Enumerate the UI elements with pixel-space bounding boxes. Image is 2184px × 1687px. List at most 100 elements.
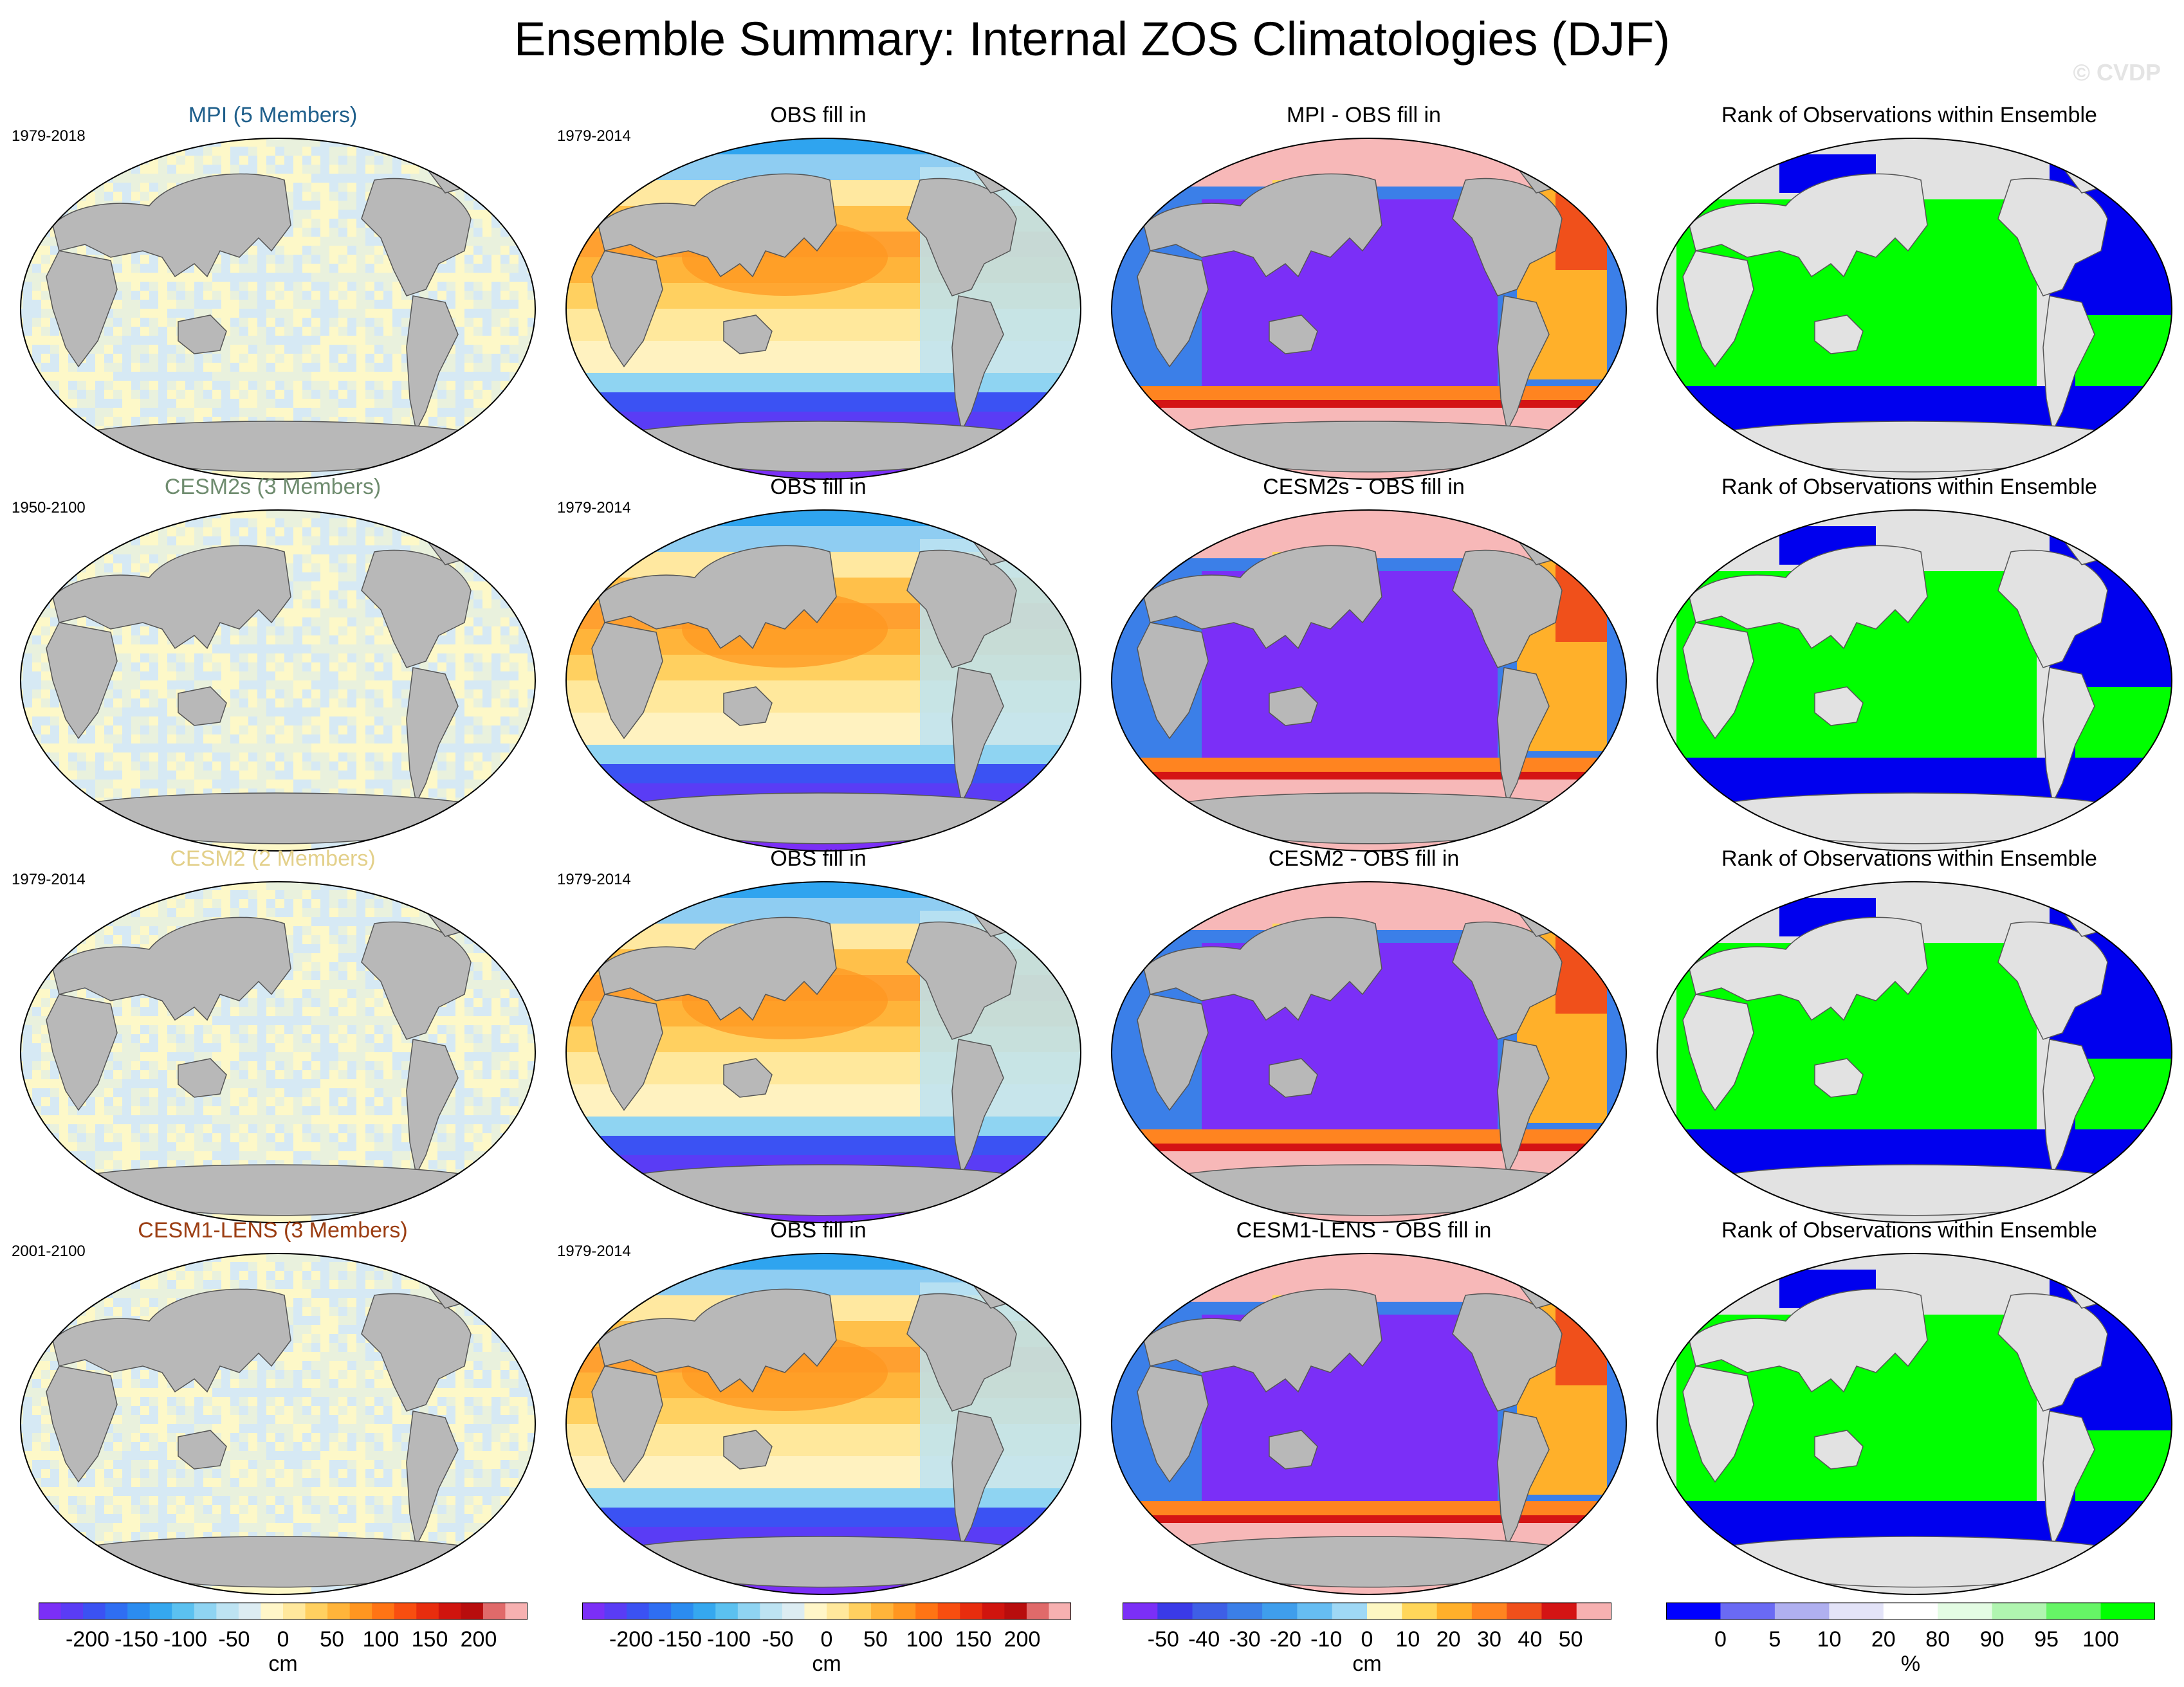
colorbar-tick-label: 0 (1714, 1627, 1727, 1652)
colorbar-swatch (782, 1603, 805, 1619)
colorbar-swatch (1123, 1603, 1158, 1619)
obs-period-label: 1979-2014 (557, 871, 631, 888)
panel-row1-obs: OBS fill in 1979-2014 (546, 103, 1091, 480)
colorbar-tick-label: -150 (657, 1627, 702, 1652)
colorbar-swatch (1666, 1603, 1721, 1619)
colorbar-swatch (2046, 1603, 2102, 1619)
colorbar-tick-label: 100 (906, 1627, 943, 1652)
colorbar-tick-label: 150 (411, 1627, 448, 1652)
panel-row3-rank: Rank of Observations within Ensemble (1637, 846, 2182, 1223)
map-obs-2 (565, 509, 1081, 852)
obs-period-label: 1979-2014 (557, 1243, 631, 1260)
panel-row2-obs: OBS fill in 1979-2014 (546, 475, 1091, 852)
colorbar-swatch (1507, 1603, 1542, 1619)
map-rank-cesm2 (1656, 881, 2172, 1223)
colorbar-tick-label: -20 (1269, 1627, 1301, 1652)
colorbar-swatch (1157, 1603, 1193, 1619)
colorbar-swatch (1192, 1603, 1228, 1619)
map-model-cesm2s (20, 509, 536, 852)
map-obs-3 (565, 881, 1081, 1223)
colorbar-tick-label: -200 (609, 1627, 654, 1652)
model-period-label: 1979-2014 (12, 871, 86, 888)
panel-row4-rank: Rank of Observations within Ensemble (1637, 1218, 2182, 1595)
map-obs-1 (565, 138, 1081, 480)
colorbar-tick-label: 30 (1477, 1627, 1501, 1652)
colorbar-swatch (1227, 1603, 1263, 1619)
colorbar-swatch (693, 1603, 716, 1619)
colorbar-swatch (1576, 1603, 1612, 1619)
colorbar-swatch (394, 1603, 417, 1619)
map-rank-mpi (1656, 138, 2172, 480)
colorbar-swatch (1367, 1603, 1402, 1619)
colorbar-swatch (648, 1603, 672, 1619)
colorbar-tick-label: 10 (1817, 1627, 1842, 1652)
colorbar-tick-label: -30 (1229, 1627, 1261, 1652)
panel-row2-model: CESM2s (3 Members) 1950-2100 (0, 475, 546, 852)
panel-row3-obs: OBS fill in 1979-2014 (546, 846, 1091, 1223)
colorbar-unit: cm (812, 1652, 841, 1676)
colorbar-swatch (982, 1603, 1005, 1619)
colorbar-swatch (2100, 1603, 2156, 1619)
colorbar-swatch (627, 1603, 650, 1619)
obs-panel-title: OBS fill in (770, 1218, 867, 1243)
map-model-mpi (20, 138, 536, 480)
colorbar-swatch (461, 1603, 484, 1619)
panel-row2-diff: CESM2s - OBS fill in (1091, 475, 1637, 852)
colorbar-swatch (172, 1603, 195, 1619)
colorbar-swatch (60, 1603, 84, 1619)
colorbar-swatch (1829, 1603, 1884, 1619)
colorbar-swatch (915, 1603, 939, 1619)
colorbar-swatch (1883, 1603, 1938, 1619)
colorbar-tick-label: -10 (1310, 1627, 1343, 1652)
colorbar-swatch (827, 1603, 850, 1619)
colorbar-unit: % (1900, 1652, 1921, 1676)
rank-panel-title: Rank of Observations within Ensemble (1721, 475, 2097, 499)
colorbar-tick-label: -50 (762, 1627, 794, 1652)
colorbar-swatch (871, 1603, 894, 1619)
model-panel-title: CESM2 (2 Members) (170, 846, 376, 871)
obs-period-label: 1979-2014 (557, 127, 631, 145)
colorbar-swatch (127, 1603, 151, 1619)
colorbar-tick-label: 0 (820, 1627, 833, 1652)
colorbar-swatch (482, 1603, 506, 1619)
colorbar-tick-label: 80 (1925, 1627, 1950, 1652)
panel-row2-rank: Rank of Observations within Ensemble (1637, 475, 2182, 852)
obs-panel-title: OBS fill in (770, 846, 867, 871)
colorbar-tick-label: 10 (1395, 1627, 1420, 1652)
colorbar-tick-label: 0 (277, 1627, 289, 1652)
colorbar-swatch (1436, 1603, 1473, 1619)
colorbar-tick-label: 40 (1518, 1627, 1543, 1652)
colorbar-swatch (604, 1603, 627, 1619)
model-panel-title: MPI (5 Members) (188, 103, 358, 127)
rank-panel-title: Rank of Observations within Ensemble (1721, 1218, 2097, 1243)
colorbar-swatch (1720, 1603, 1776, 1619)
colorbar-swatch (261, 1603, 284, 1619)
colorbar-swatch (1992, 1603, 2047, 1619)
map-model-cesm2 (20, 881, 536, 1223)
colorbar-unit: cm (268, 1652, 298, 1676)
panel-row1-model: MPI (5 Members) 1979-2018 (0, 103, 546, 480)
panel-row3-model: CESM2 (2 Members) 1979-2014 (0, 846, 546, 1223)
colorbar-swatch (1297, 1603, 1333, 1619)
colorbar-swatch (238, 1603, 261, 1619)
colorbar-swatch (960, 1603, 983, 1619)
colorbar-tick-label: -100 (706, 1627, 751, 1652)
colorbar-tick-label: -100 (163, 1627, 208, 1652)
colorbar-swatch (283, 1603, 306, 1619)
model-period-label: 1950-2100 (12, 499, 86, 516)
colorbar-swatch (216, 1603, 239, 1619)
model-period-label: 1979-2018 (12, 127, 86, 145)
map-diff-cesm2 (1111, 881, 1627, 1223)
colorbar-tick-label: 90 (1979, 1627, 2005, 1652)
page-title: Ensemble Summary: Internal ZOS Climatolo… (513, 12, 1671, 66)
colorbar-swatch (149, 1603, 172, 1619)
colorbar-swatch (105, 1603, 128, 1619)
colorbar-tick-label: 50 (1558, 1627, 1583, 1652)
obs-panel-title: OBS fill in (770, 103, 867, 127)
colorbar-swatch (1471, 1603, 1507, 1619)
colorbar-swatch (937, 1603, 960, 1619)
colorbar-swatch (715, 1603, 739, 1619)
colorbar-swatch (1541, 1603, 1577, 1619)
cvdp-watermark: © CVDP (2073, 59, 2161, 86)
colorbar-swatch (194, 1603, 217, 1619)
